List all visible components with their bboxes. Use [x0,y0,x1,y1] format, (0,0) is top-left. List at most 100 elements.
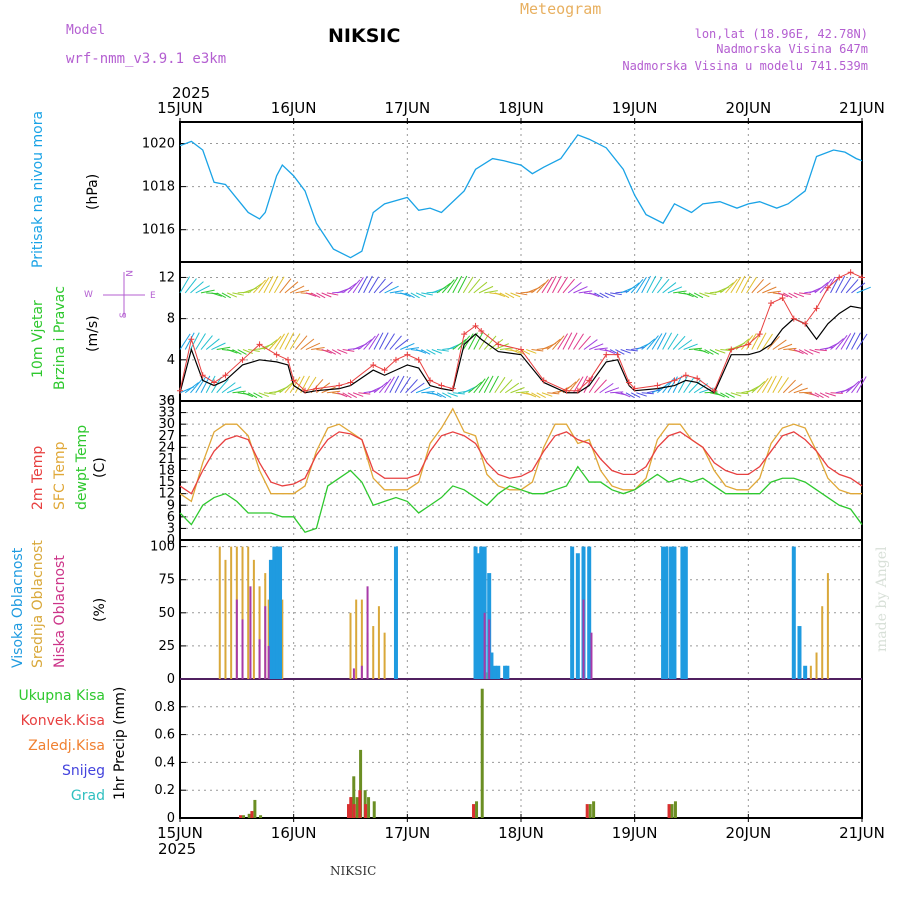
low-cloud-bar [488,619,491,679]
wind-barb [342,392,352,399]
wind-barb [357,275,368,294]
label-cloud-unit: (%) [92,598,108,622]
wind-barb [294,375,305,393]
wind-barb [179,276,190,294]
y-tick-label: 1016 [142,223,175,238]
wind-barb [567,281,582,294]
wind-barb [767,336,780,350]
wind-gust-marker [790,315,797,322]
wind-barb [798,349,809,355]
wind-barb [279,332,290,350]
wind-barb [431,392,442,398]
high-cloud-bar [803,665,808,679]
wind-barb [699,349,710,355]
wind-barb [589,292,600,298]
wind-barb [321,349,332,354]
wind-barb [268,335,282,350]
wind-barb [578,335,591,350]
wind-barb [704,292,717,296]
wind-barb [709,349,720,355]
wind-barb [373,332,384,350]
wind-barb [358,392,371,395]
wind-barb [610,391,624,394]
wind-barb [557,333,569,350]
wind-barb [662,282,677,294]
wind-barb [421,390,435,394]
wind-gust-marker [836,274,843,281]
total-precip-bar [352,776,356,818]
wind-barb [394,375,405,393]
pressure-line [179,134,863,259]
low-cloud-bar [264,606,267,679]
y-tick-label: 1020 [142,137,175,152]
time-label-bottom: 17JUN [384,824,430,842]
wind-barb [321,292,332,298]
low-cloud-bar [352,668,355,679]
mid-cloud-bar [230,546,233,679]
wind-barb [756,378,769,394]
low-cloud-bar [258,639,261,679]
wind-barb [400,342,415,350]
wind-gust-marker [404,351,411,358]
wind-barb [809,349,820,354]
mid-cloud-bar [377,606,380,679]
mid-cloud-bar [821,606,824,679]
wind-gust-line [179,271,863,392]
wind-barb [683,377,695,394]
wind-barb [630,279,644,294]
total-precip-bar [247,813,251,818]
wind-barb [589,343,604,350]
wind-barb [494,292,506,298]
wind-barb [783,292,793,299]
wind-barb [326,390,341,394]
wind-gust-marker [756,331,763,338]
wind-barb [373,278,386,294]
mid-cloud-bar [252,559,255,679]
wind-barb [499,347,514,351]
y-tick-label: 12 [158,270,175,285]
wind-barb [583,339,598,350]
mid-cloud-bar [247,546,250,679]
wind-barb [384,376,395,394]
wind-barb [211,292,223,297]
wind-barb [499,292,510,299]
wind-barb [232,390,246,394]
y-tick-label: 0 [167,672,175,687]
wind-barb [740,335,754,350]
wind-barb [462,276,474,294]
wind-barb [651,333,663,350]
wind-barb [756,332,767,350]
wind-gust-marker [415,356,422,363]
total-precip-bar [242,815,246,818]
wind-barb [651,276,663,294]
wind-barb [415,386,431,394]
wind-legend-e: E [150,291,156,301]
wind-barb [436,392,447,399]
wind-barb [515,292,528,296]
wind-barb [441,279,455,294]
wind-barb [510,349,521,354]
wind-barb [505,292,515,299]
wind-barb [573,286,588,294]
wind-barb [457,275,468,294]
wind-barb [483,335,497,350]
wind-gust-marker [347,379,354,386]
wind-barb [284,332,295,350]
y-tick-label: 33 [158,406,175,421]
wind-barb [211,342,226,350]
wind-barb [856,286,871,294]
wind-barb [819,278,833,294]
y-tick-label: 9 [167,498,175,513]
wind-barb [389,289,404,294]
mid-cloud-bar [241,546,244,679]
wind-barb [546,338,561,350]
high-cloud-bar [275,546,280,679]
panel-frame [179,678,863,819]
wind-barb [389,335,402,350]
y-tick-label: 27 [158,429,175,444]
time-label-bottom: 19JUN [612,824,658,842]
wind-gust-marker [586,377,593,384]
low-cloud-bar [582,599,585,679]
wind-barb [693,292,704,299]
